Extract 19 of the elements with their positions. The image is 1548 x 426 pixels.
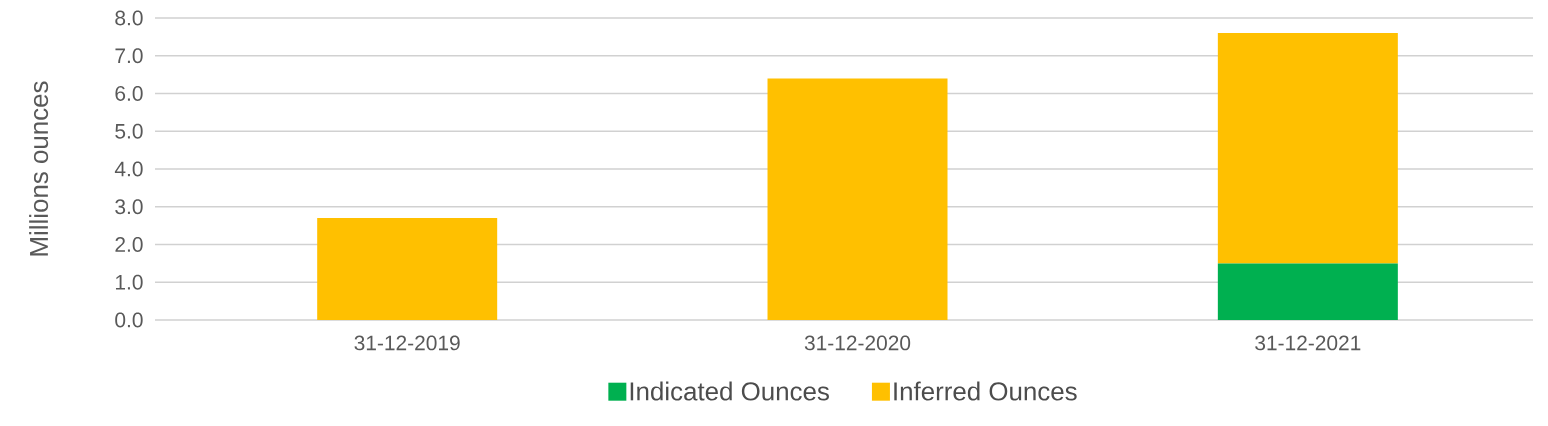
y-tick-label: 3.0 — [115, 199, 143, 215]
bar — [1217, 263, 1398, 320]
bar — [317, 218, 498, 320]
bar — [1217, 33, 1398, 264]
y-tick-label: 6.0 — [115, 86, 143, 101]
y-tick-label: 7.0 — [115, 48, 143, 64]
x-tick-label: 31-12-2020 — [804, 335, 911, 351]
x-tick-label: 31-12-2019 — [354, 335, 460, 351]
y-tick-label: 0.0 — [115, 312, 143, 328]
y-axis-title: Millions ounces — [29, 81, 49, 256]
y-tick-label: 8.0 — [115, 10, 143, 26]
legend-label: Inferred Ounces — [894, 381, 1077, 401]
x-tick-label: 31-12-2021 — [1255, 335, 1361, 351]
bar — [767, 78, 948, 320]
y-tick-label: 4.0 — [114, 161, 143, 177]
y-tick-label: 1.0 — [115, 274, 143, 290]
y-tick-label: 5.0 — [115, 123, 143, 139]
y-tick-label: 2.0 — [115, 237, 143, 252]
legend-label: Indicated Ounces — [630, 381, 829, 401]
